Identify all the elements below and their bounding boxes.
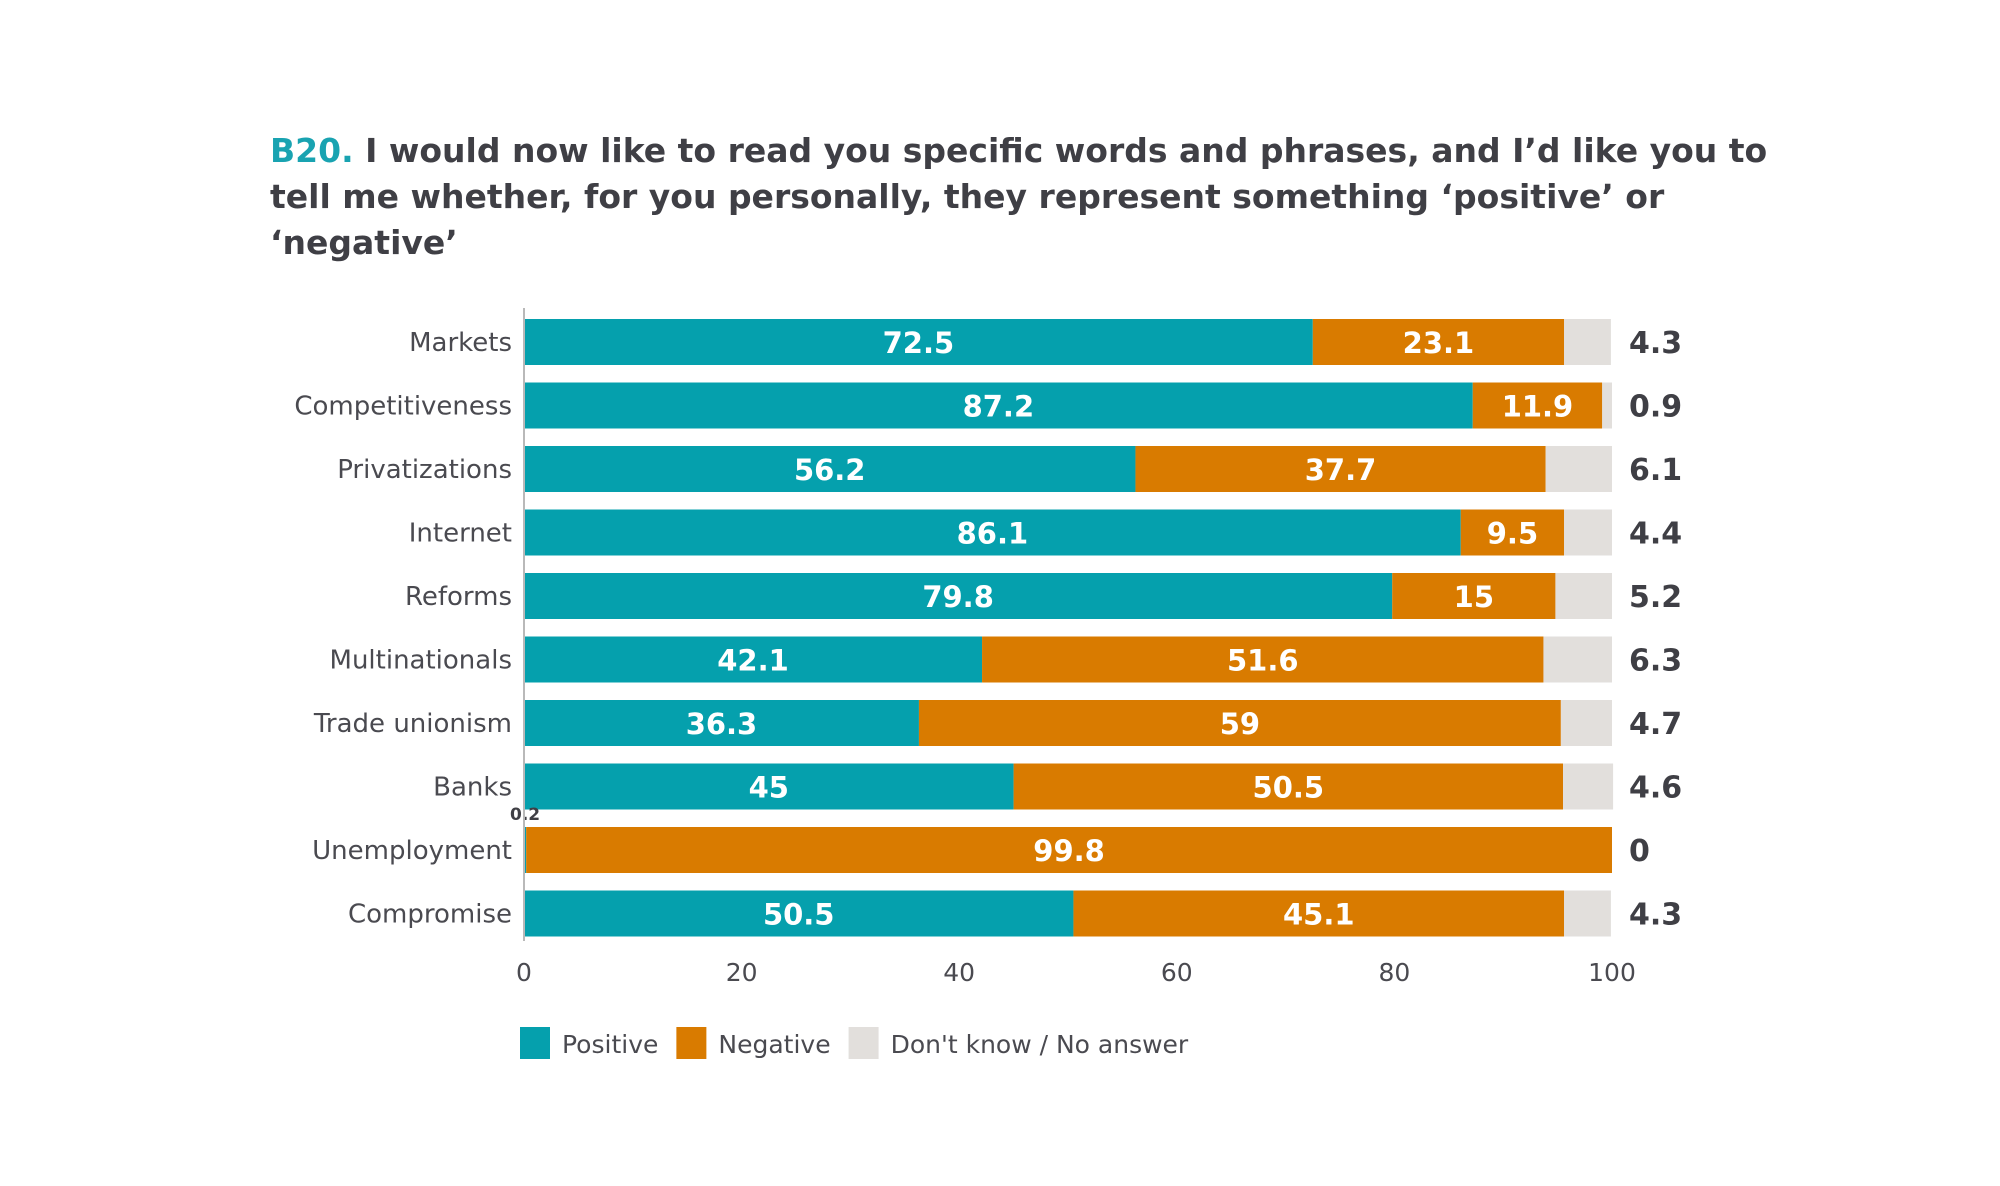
category-label: Reforms bbox=[405, 582, 512, 612]
bar-dont-know bbox=[1560, 700, 1612, 746]
data-label-negative: 59 bbox=[1220, 707, 1260, 741]
category-label: Privatizations bbox=[337, 455, 512, 485]
bar-negative bbox=[1392, 573, 1556, 619]
data-label-dont-know: 0 bbox=[1629, 834, 1650, 869]
data-label-dont-know: 5.2 bbox=[1629, 580, 1682, 615]
x-tick-label: 40 bbox=[943, 958, 975, 987]
category-label: Competitiveness bbox=[294, 392, 512, 422]
question-text: I would now like to read you specific wo… bbox=[270, 131, 1768, 262]
data-label-negative: 50.5 bbox=[1253, 771, 1325, 805]
category-label: Trade unionism bbox=[313, 709, 512, 739]
bar-positive bbox=[524, 446, 1136, 492]
bar-negative bbox=[982, 636, 1544, 683]
category-label: Markets bbox=[409, 328, 512, 358]
data-label-positive: 36.3 bbox=[686, 707, 758, 741]
x-tick-label: 80 bbox=[1378, 958, 1410, 987]
bar-positive bbox=[524, 700, 919, 746]
legend: Positive Negative Don't know / No answer bbox=[520, 1027, 1189, 1059]
bar-positive bbox=[524, 382, 1473, 429]
category-label: Compromise bbox=[348, 900, 512, 930]
category-label: Multinationals bbox=[330, 646, 512, 676]
data-label-positive: 56.2 bbox=[794, 453, 866, 487]
x-tick-label: 20 bbox=[726, 958, 758, 987]
bar-positive bbox=[524, 319, 1313, 365]
bar-positive bbox=[524, 827, 527, 873]
data-label-dont-know: 0.9 bbox=[1629, 390, 1682, 425]
data-label-negative: 99.8 bbox=[1033, 834, 1105, 868]
data-label-negative: 11.9 bbox=[1502, 390, 1574, 424]
bar-negative bbox=[1135, 446, 1546, 492]
legend-label: Positive bbox=[562, 1030, 658, 1059]
plot-area: Markets Competitiveness Privatizations Inte… bbox=[294, 308, 1682, 987]
bar-positive bbox=[524, 763, 1014, 810]
legend-swatch bbox=[520, 1027, 550, 1059]
bar-positive bbox=[524, 509, 1461, 556]
data-label-positive: 50.5 bbox=[763, 898, 835, 932]
data-label-positive: 79.8 bbox=[922, 580, 994, 614]
bar-dont-know bbox=[1555, 573, 1612, 619]
data-label-dont-know: 6.3 bbox=[1629, 644, 1682, 679]
bar-negative bbox=[1013, 763, 1564, 810]
data-label-negative: 9.5 bbox=[1487, 517, 1538, 551]
data-label-positive: 87.2 bbox=[963, 390, 1035, 424]
bar-dont-know bbox=[1564, 509, 1612, 556]
data-label-negative: 37.7 bbox=[1305, 453, 1377, 487]
bar-positive bbox=[524, 890, 1074, 937]
data-label-dont-know: 4.3 bbox=[1629, 898, 1682, 933]
bar-negative bbox=[918, 700, 1561, 746]
data-label-negative: 51.6 bbox=[1227, 644, 1299, 678]
legend-label: Negative bbox=[718, 1030, 830, 1059]
category-label: Internet bbox=[409, 519, 512, 549]
bar-negative bbox=[1073, 890, 1565, 937]
bar-dont-know bbox=[1564, 319, 1611, 365]
x-tick-label: 0 bbox=[516, 958, 532, 987]
legend-swatch bbox=[848, 1027, 879, 1059]
data-label-dont-know: 4.4 bbox=[1629, 517, 1682, 552]
bar-negative bbox=[1460, 509, 1565, 556]
category-label: Banks bbox=[433, 773, 512, 803]
bar-positive bbox=[524, 573, 1393, 619]
question-id: B20. bbox=[270, 131, 354, 170]
legend-label: Don't know / No answer bbox=[891, 1030, 1189, 1059]
bar-dont-know bbox=[1545, 446, 1612, 492]
data-label-positive: 0.2 bbox=[510, 805, 540, 825]
data-label-dont-know: 4.6 bbox=[1629, 771, 1682, 806]
bar-dont-know bbox=[1602, 382, 1612, 429]
data-label-positive: 42.1 bbox=[717, 644, 789, 678]
data-label-positive: 45 bbox=[749, 771, 789, 805]
bar-dont-know bbox=[1543, 636, 1612, 683]
bar-negative bbox=[1312, 319, 1565, 365]
data-label-positive: 86.1 bbox=[957, 517, 1029, 551]
bar-dont-know bbox=[1564, 890, 1611, 937]
data-label-positive: 72.5 bbox=[883, 326, 955, 360]
category-label: Unemployment bbox=[312, 836, 512, 866]
x-tick-label: 60 bbox=[1161, 958, 1193, 987]
x-tick-label: 100 bbox=[1588, 958, 1636, 987]
data-label-dont-know: 4.3 bbox=[1629, 326, 1682, 361]
data-label-dont-know: 6.1 bbox=[1629, 453, 1682, 488]
data-label-negative: 23.1 bbox=[1403, 326, 1475, 360]
bar-dont-know bbox=[1563, 763, 1614, 810]
legend-swatch bbox=[676, 1027, 707, 1059]
bar-negative bbox=[526, 827, 1612, 873]
bar-positive bbox=[524, 636, 983, 683]
data-label-dont-know: 4.7 bbox=[1629, 707, 1682, 742]
data-label-negative: 45.1 bbox=[1283, 898, 1355, 932]
data-label-negative: 15 bbox=[1454, 580, 1494, 614]
chart-title: B20. I would now like to read you specif… bbox=[270, 128, 1770, 266]
bar-negative bbox=[1472, 382, 1603, 429]
